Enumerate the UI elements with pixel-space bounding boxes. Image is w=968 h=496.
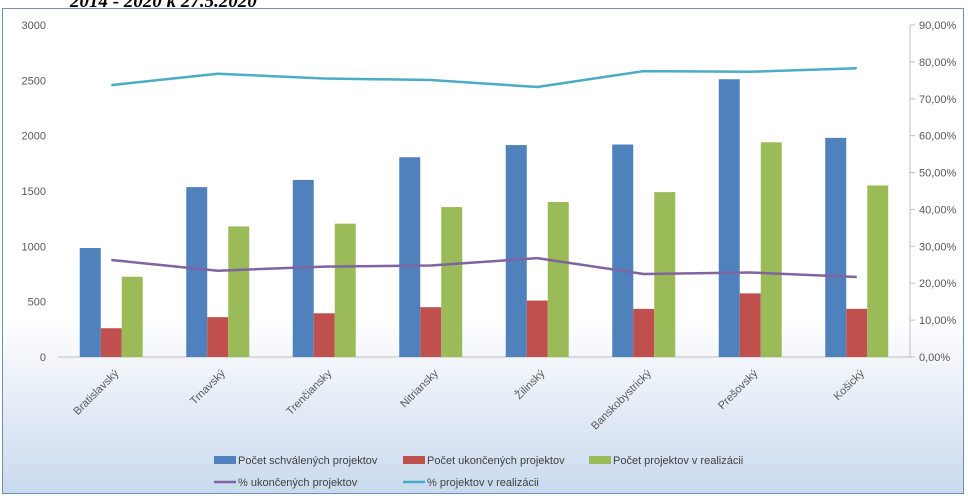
y-right-tick-label: 0,00%: [919, 352, 950, 364]
x-tick-label: Bratislavský: [71, 367, 121, 417]
y-right-tick-label: 70,00%: [919, 94, 957, 106]
bar: [739, 293, 761, 357]
y-left-tick-label: 1000: [22, 241, 46, 253]
bar: [760, 142, 782, 357]
y-right-tick-label: 50,00%: [919, 168, 957, 180]
legend-label: Počet ukončených projektov: [427, 455, 565, 467]
bar: [846, 308, 868, 357]
legend-swatch: [589, 456, 611, 464]
bar: [547, 202, 569, 357]
bar: [718, 79, 740, 357]
bar: [228, 226, 250, 357]
y-left-tick-label: 3000: [22, 20, 46, 32]
bar: [612, 144, 634, 357]
legend-label: Počet projektov v realizácii: [613, 455, 743, 467]
x-tick-label: Žilinský: [512, 367, 547, 402]
legend-swatch: [214, 456, 236, 464]
x-tick-label: Banskobystrický: [589, 367, 654, 432]
y-right-tick-label: 10,00%: [919, 315, 957, 327]
bar: [441, 207, 463, 357]
bar: [313, 313, 335, 357]
legend-label: Počet schválených projektov: [238, 455, 378, 467]
legend-swatch: [403, 456, 425, 464]
x-tick-label: Nitriansky: [398, 367, 441, 410]
chart-frame: [2, 8, 964, 494]
y-left-tick-label: 1500: [22, 186, 46, 198]
bar: [505, 145, 527, 357]
line-series: [111, 256, 857, 279]
bar: [100, 328, 122, 357]
x-tick-label: Trenčiansky: [284, 367, 334, 417]
y-right-tick-label: 20,00%: [919, 278, 957, 290]
bar: [121, 276, 143, 357]
bar: [334, 223, 356, 357]
legend-label: % ukončených projektov: [238, 477, 358, 489]
bar: [867, 185, 889, 357]
line-series: [111, 66, 857, 89]
bar: [420, 307, 442, 357]
x-tick-label: Prešovský: [716, 367, 761, 412]
legend: Počet schválených projektov Počet ukončen…: [214, 455, 743, 489]
bar: [79, 247, 101, 357]
bar: [825, 137, 847, 357]
y-right-tick-label: 40,00%: [919, 204, 957, 216]
x-tick-label: Košický: [832, 367, 868, 403]
y-left-tick-label: 0: [40, 352, 46, 364]
bar: [633, 308, 655, 357]
y-left-tick-label: 2500: [22, 75, 46, 87]
legend-label: % projektov v realizácii: [427, 477, 539, 489]
x-tick-label: Trnavský: [188, 367, 228, 407]
bar: [526, 300, 548, 357]
y-left-tick-label: 500: [28, 297, 46, 309]
bar: [207, 317, 229, 357]
y-right-tick-label: 90,00%: [919, 20, 957, 32]
plot-area: 0 500 1000 1500 2000 2500 3000 0,00% 10,00% 20,00…: [22, 20, 957, 432]
bar: [399, 157, 421, 357]
y-left-tick-label: 2000: [22, 131, 46, 143]
y-right-tick-label: 60,00%: [919, 131, 957, 143]
y-right-tick-label: 80,00%: [919, 57, 957, 69]
y-right-tick-label: 30,00%: [919, 241, 957, 253]
bar: [186, 187, 208, 357]
